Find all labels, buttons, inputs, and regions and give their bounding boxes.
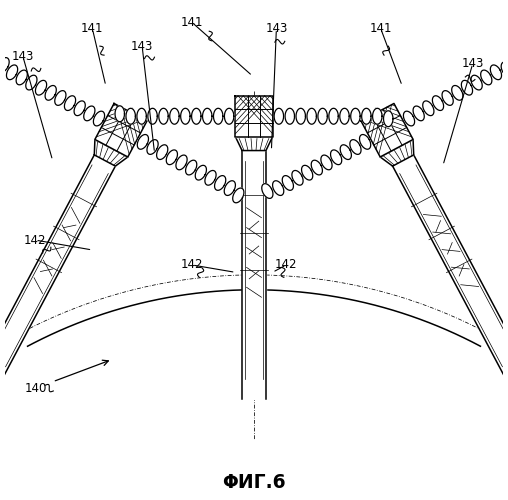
Polygon shape bbox=[148, 108, 157, 124]
Polygon shape bbox=[176, 155, 187, 170]
Polygon shape bbox=[159, 108, 168, 124]
Polygon shape bbox=[302, 166, 313, 180]
Polygon shape bbox=[372, 108, 382, 124]
Polygon shape bbox=[185, 160, 197, 175]
Polygon shape bbox=[95, 104, 147, 157]
Text: 142: 142 bbox=[24, 234, 46, 246]
Polygon shape bbox=[137, 108, 146, 124]
Polygon shape bbox=[393, 155, 508, 386]
Text: ΦИГ.6: ΦИГ.6 bbox=[222, 473, 286, 492]
Polygon shape bbox=[233, 188, 244, 203]
Polygon shape bbox=[380, 140, 414, 166]
Polygon shape bbox=[166, 150, 177, 164]
Text: 143: 143 bbox=[12, 50, 34, 62]
Polygon shape bbox=[273, 180, 284, 196]
Text: 141: 141 bbox=[369, 22, 392, 35]
Polygon shape bbox=[235, 136, 273, 150]
Polygon shape bbox=[384, 111, 393, 126]
Polygon shape bbox=[195, 166, 206, 180]
Polygon shape bbox=[26, 75, 37, 90]
Polygon shape bbox=[45, 86, 56, 100]
Polygon shape bbox=[214, 176, 226, 190]
Polygon shape bbox=[340, 108, 349, 124]
Polygon shape bbox=[362, 108, 371, 124]
Polygon shape bbox=[192, 108, 201, 124]
Polygon shape bbox=[292, 170, 303, 185]
Polygon shape bbox=[350, 140, 361, 154]
Polygon shape bbox=[471, 75, 482, 90]
Polygon shape bbox=[490, 65, 501, 80]
Polygon shape bbox=[340, 145, 352, 160]
Polygon shape bbox=[361, 104, 413, 157]
Polygon shape bbox=[262, 184, 273, 198]
Polygon shape bbox=[432, 96, 443, 110]
Polygon shape bbox=[282, 176, 294, 190]
Polygon shape bbox=[94, 140, 128, 166]
Text: 143: 143 bbox=[462, 57, 484, 70]
Polygon shape bbox=[481, 70, 492, 85]
Polygon shape bbox=[205, 170, 216, 185]
Polygon shape bbox=[311, 160, 323, 175]
Polygon shape bbox=[501, 62, 508, 76]
Polygon shape bbox=[318, 108, 327, 124]
Polygon shape bbox=[0, 58, 9, 72]
Polygon shape bbox=[36, 80, 47, 95]
Text: 141: 141 bbox=[181, 16, 203, 29]
Polygon shape bbox=[7, 65, 18, 80]
Polygon shape bbox=[213, 108, 223, 124]
Polygon shape bbox=[461, 80, 472, 95]
Polygon shape bbox=[331, 150, 342, 164]
Polygon shape bbox=[413, 106, 424, 121]
Polygon shape bbox=[93, 111, 105, 126]
Polygon shape bbox=[84, 106, 95, 121]
Polygon shape bbox=[442, 90, 453, 106]
Polygon shape bbox=[351, 108, 360, 124]
Text: 142: 142 bbox=[275, 258, 298, 272]
Text: 141: 141 bbox=[81, 22, 104, 35]
Polygon shape bbox=[307, 108, 316, 124]
Text: 143: 143 bbox=[131, 40, 153, 52]
Polygon shape bbox=[55, 90, 66, 106]
Polygon shape bbox=[126, 108, 136, 124]
Text: 143: 143 bbox=[265, 22, 288, 35]
Polygon shape bbox=[403, 111, 415, 126]
Polygon shape bbox=[224, 180, 235, 196]
Polygon shape bbox=[360, 134, 371, 149]
Polygon shape bbox=[423, 101, 434, 116]
Polygon shape bbox=[285, 108, 295, 124]
Polygon shape bbox=[137, 134, 148, 149]
Polygon shape bbox=[16, 70, 27, 85]
Polygon shape bbox=[242, 150, 266, 399]
Polygon shape bbox=[452, 86, 463, 100]
Polygon shape bbox=[65, 96, 76, 110]
Text: 142: 142 bbox=[181, 258, 203, 272]
Polygon shape bbox=[235, 96, 273, 136]
Polygon shape bbox=[147, 140, 158, 154]
Polygon shape bbox=[115, 106, 124, 122]
Text: 140: 140 bbox=[25, 382, 47, 394]
Polygon shape bbox=[181, 108, 190, 124]
Polygon shape bbox=[203, 108, 212, 124]
Polygon shape bbox=[156, 145, 168, 160]
Polygon shape bbox=[74, 101, 85, 116]
Polygon shape bbox=[274, 108, 283, 124]
Polygon shape bbox=[321, 155, 332, 170]
Polygon shape bbox=[170, 108, 179, 124]
Polygon shape bbox=[0, 155, 115, 386]
Polygon shape bbox=[225, 108, 234, 124]
Polygon shape bbox=[329, 108, 338, 124]
Polygon shape bbox=[296, 108, 305, 124]
